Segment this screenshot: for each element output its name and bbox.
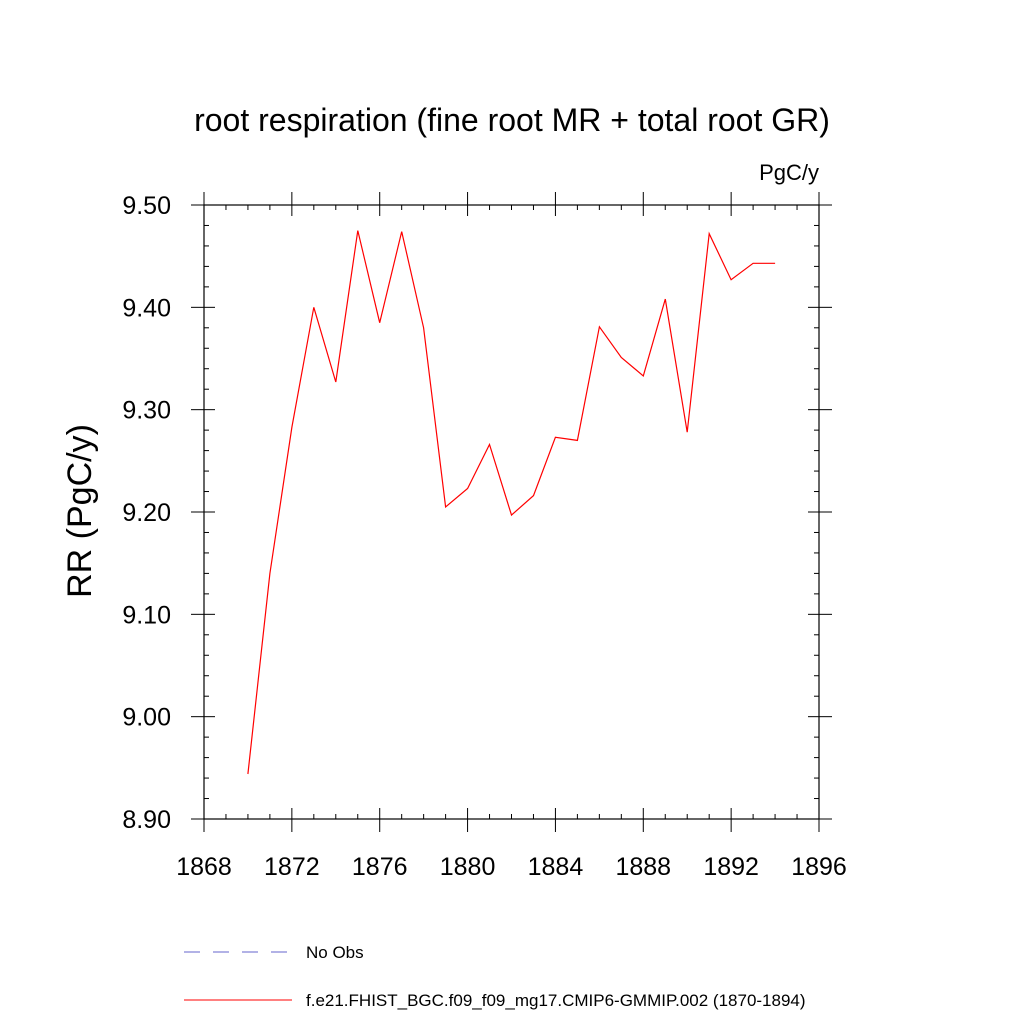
y-tick-label: 8.90 (122, 806, 171, 834)
units-label: PgC/y (759, 160, 819, 185)
tick-labels: 1868 1872 1876 1880 1884 1888 1892 1896 8.90 9.00… (122, 192, 846, 881)
chart-title: root respiration (fine root MR + total r… (194, 102, 830, 138)
y-axis-label: RR (PgC/y) (61, 424, 99, 598)
x-tick-label: 1876 (352, 853, 408, 881)
y-tick-label: 9.20 (122, 499, 171, 527)
plot-frame (203, 204, 820, 820)
x-tick-label: 1888 (615, 853, 671, 881)
x-tick-label: 1872 (264, 853, 320, 881)
series-line (247, 230, 776, 775)
series-lines (247, 230, 776, 775)
y-tick-label: 9.30 (122, 397, 171, 425)
axis-ticks (191, 192, 832, 832)
y-tick-label: 9.50 (122, 192, 171, 220)
x-tick-label: 1884 (528, 853, 584, 881)
legend: No Obs f.e21.FHIST_BGC.f09_f09_mg17.CMIP6… (184, 943, 806, 1010)
x-tick-label: 1892 (703, 853, 759, 881)
y-tick-label: 9.00 (122, 704, 171, 732)
legend-label: No Obs (306, 943, 364, 962)
x-tick-label: 1868 (176, 853, 232, 881)
x-tick-label: 1880 (440, 853, 496, 881)
legend-label: f.e21.FHIST_BGC.f09_f09_mg17.CMIP6-GMMIP… (306, 991, 806, 1010)
y-tick-label: 9.10 (122, 601, 171, 629)
x-tick-label: 1896 (791, 853, 847, 881)
y-tick-label: 9.40 (122, 294, 171, 322)
